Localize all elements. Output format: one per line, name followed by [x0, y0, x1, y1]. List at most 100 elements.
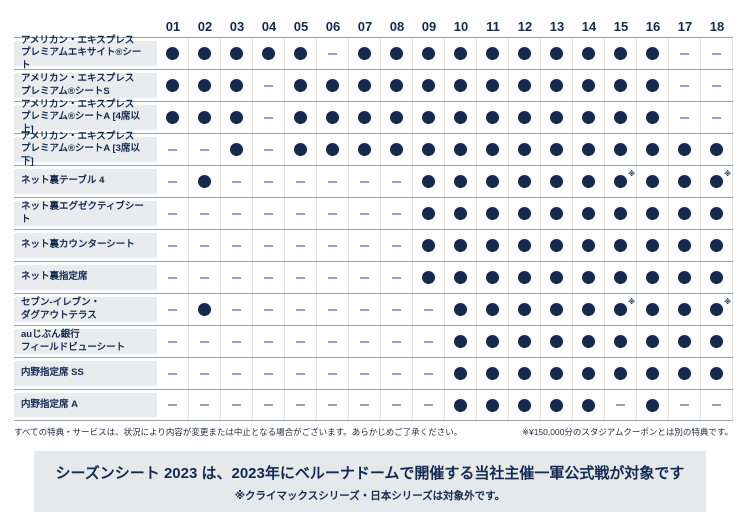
table-row: ネット裏テーブル 4 ※ ※ [14, 165, 733, 197]
benefit-cell [444, 326, 476, 357]
included-dot-icon [486, 111, 499, 124]
included-dot-icon [518, 271, 531, 284]
included-dot-icon [326, 79, 339, 92]
benefit-cell [252, 102, 284, 133]
benefit-cell [604, 230, 636, 261]
included-dot-icon [262, 47, 275, 60]
not-included-dash-icon [264, 404, 273, 406]
not-included-dash-icon [296, 212, 305, 215]
included-dot-icon [358, 79, 371, 92]
not-included-dash-icon [712, 52, 721, 55]
not-included-dash-icon [296, 308, 305, 311]
benefit-cell [572, 198, 604, 229]
benefit-cell [348, 262, 380, 293]
benefit-cell [348, 38, 380, 69]
not-included-dash-icon [360, 244, 369, 247]
benefit-cell [348, 198, 380, 229]
benefit-cell [540, 134, 572, 165]
benefit-cell [348, 102, 380, 133]
benefit-cell [412, 166, 444, 197]
included-dot-icon [646, 111, 659, 124]
not-included-dash-icon [392, 212, 401, 215]
not-included-dash-icon [680, 404, 689, 406]
not-included-dash-icon [264, 148, 273, 151]
not-included-dash-icon [264, 276, 273, 279]
benefit-cell [348, 166, 380, 197]
benefit-cell [220, 294, 252, 325]
included-dot-icon [486, 175, 499, 188]
column-header: 14 [581, 19, 597, 34]
benefit-cell [636, 230, 668, 261]
benefit-cell [476, 262, 508, 293]
not-included-dash-icon [232, 276, 241, 279]
benefit-cell [316, 358, 348, 389]
benefit-cell [188, 358, 220, 389]
benefit-cell [412, 102, 444, 133]
row-cells [157, 70, 733, 101]
column-header: 04 [261, 19, 277, 34]
benefit-cell [412, 198, 444, 229]
benefit-cell [188, 102, 220, 133]
benefit-cell [284, 230, 316, 261]
included-dot-icon [294, 111, 307, 124]
table-row: セブン-イレブン・ ダグアウトテラス ※ ※ [14, 293, 733, 325]
included-dot-icon [486, 335, 499, 348]
included-dot-icon [582, 79, 595, 92]
not-included-dash-icon [232, 404, 241, 406]
note-mark: ※ [628, 171, 635, 178]
column-header: 05 [293, 19, 309, 34]
row-cells [157, 102, 733, 133]
included-dot-icon [518, 303, 531, 316]
benefit-cell [220, 262, 252, 293]
benefit-cell [604, 38, 636, 69]
table-row: 内野指定席 SS [14, 357, 733, 389]
benefit-cell [604, 102, 636, 133]
included-dot-icon [486, 367, 499, 380]
benefit-cell [157, 134, 188, 165]
benefit-cell [220, 390, 252, 420]
benefit-cell [508, 390, 540, 420]
benefit-cell [540, 102, 572, 133]
included-dot-icon [582, 367, 595, 380]
column-header: 13 [549, 19, 565, 34]
benefit-cell [284, 198, 316, 229]
benefit-cell [668, 70, 700, 101]
included-dot-icon [710, 175, 723, 188]
included-dot-icon [614, 367, 627, 380]
benefit-cell [444, 198, 476, 229]
not-included-dash-icon [360, 372, 369, 375]
benefit-cell [508, 294, 540, 325]
banner-main-text: シーズンシート 2023 は、2023年にベルーナドームで開催する当社主催一軍公… [55, 465, 685, 482]
benefit-cell [540, 198, 572, 229]
benefit-cell [284, 134, 316, 165]
included-dot-icon [294, 143, 307, 156]
benefit-cell [508, 198, 540, 229]
row-label: アメリカン・エキスプレス プレミアム®シートA [4席以上] [14, 99, 157, 135]
benefit-cell [636, 262, 668, 293]
benefit-cell [700, 102, 733, 133]
column-header: 16 [645, 19, 661, 34]
benefit-cell [348, 358, 380, 389]
benefit-cell [636, 38, 668, 69]
included-dot-icon [198, 303, 211, 316]
benefit-cell [572, 102, 604, 133]
benefit-cell [157, 102, 188, 133]
included-dot-icon [390, 79, 403, 92]
benefit-cell [444, 134, 476, 165]
included-dot-icon [646, 335, 659, 348]
not-included-dash-icon [168, 276, 177, 279]
included-dot-icon [550, 398, 563, 412]
benefit-cell [157, 166, 188, 197]
included-dot-icon [550, 367, 563, 380]
benefit-cell [316, 198, 348, 229]
benefit-cell [572, 70, 604, 101]
benefit-cell [316, 294, 348, 325]
included-dot-icon [454, 367, 467, 380]
not-included-dash-icon [296, 372, 305, 375]
included-dot-icon [518, 367, 531, 380]
included-dot-icon [582, 207, 595, 220]
benefit-cell [157, 198, 188, 229]
benefit-cell [476, 134, 508, 165]
included-dot-icon [230, 143, 243, 156]
not-included-dash-icon [360, 180, 369, 183]
